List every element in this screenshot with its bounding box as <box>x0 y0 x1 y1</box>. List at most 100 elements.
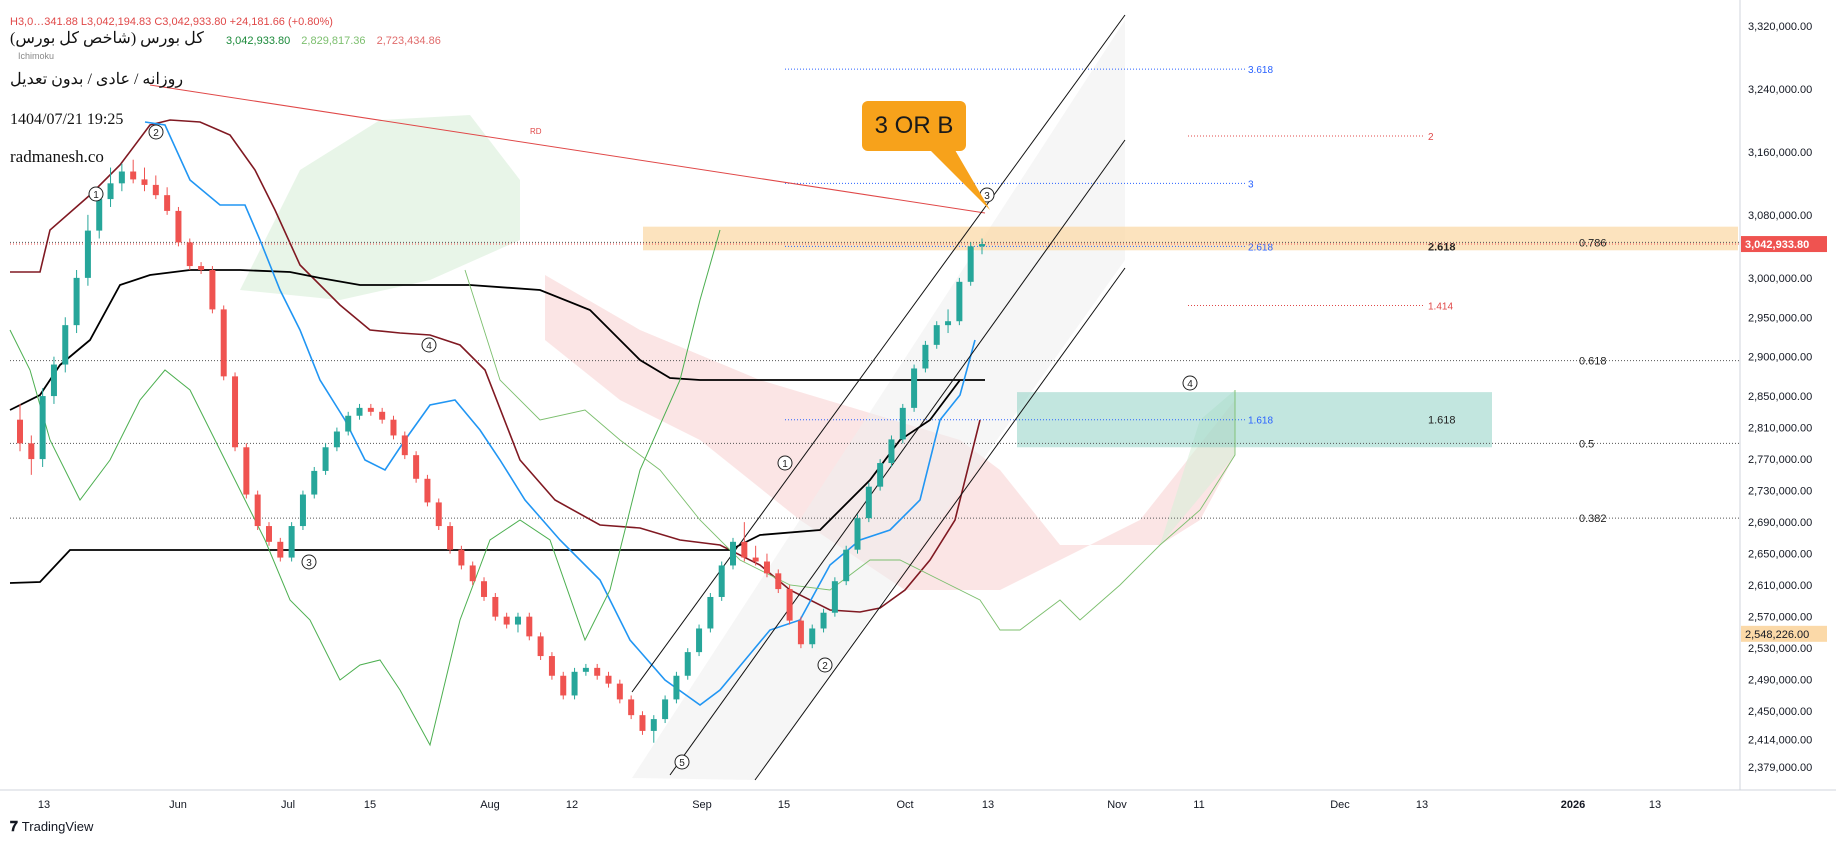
candle-body <box>560 675 567 696</box>
x-tick-label: 13 <box>1649 799 1661 811</box>
candle-body <box>62 325 69 365</box>
candle-body <box>390 419 397 436</box>
candle-body <box>96 199 103 231</box>
wave-label-circle <box>1182 375 1198 391</box>
chart-title: کل بورس (شاخص کل بورس) <box>10 30 204 47</box>
candle-body <box>877 463 884 487</box>
x-tick-label: Nov <box>1107 799 1127 811</box>
candle-body <box>718 565 725 597</box>
candle-body <box>50 364 57 397</box>
candle-body <box>277 541 284 558</box>
candle-body <box>899 407 906 440</box>
candle-body <box>322 447 329 471</box>
callout-3-or-b: 3 OR B <box>862 101 966 151</box>
candle-body <box>186 242 193 267</box>
chikou-base-line <box>9 269 985 411</box>
wave-label-circle <box>88 186 104 202</box>
secondary-label-box <box>1741 625 1827 642</box>
fib-level-label: 0.5 <box>1579 438 1594 450</box>
candle-body <box>379 411 386 420</box>
candle-body <box>333 431 340 448</box>
wave-label-text: 2 <box>822 661 828 672</box>
candle-body <box>571 671 578 696</box>
tradingview-footer[interactable]: 𝟕 TradingView <box>10 818 93 835</box>
candle-body <box>299 494 306 527</box>
candle-body <box>673 675 680 700</box>
y-tick-label: 2,810,000.00 <box>1748 423 1812 435</box>
y-tick-label: 2,610,000.00 <box>1748 580 1812 592</box>
x-tick-label: Oct <box>896 799 913 811</box>
wave-label-text: 1 <box>93 190 99 201</box>
candle-body <box>809 628 816 645</box>
extension-level-label: 1.618 <box>1248 416 1273 427</box>
extension-level-label: 3.618 <box>1248 65 1273 76</box>
y-tick-label: 2,950,000.00 <box>1748 312 1812 324</box>
candle-body <box>797 620 804 645</box>
candle-body <box>503 616 510 625</box>
rd-trendline <box>149 84 986 214</box>
x-tick-label: 15 <box>778 799 790 811</box>
candle-body <box>107 183 114 200</box>
candle-body <box>164 195 171 211</box>
candle-body <box>220 309 227 377</box>
wave-label-text: 4 <box>426 341 432 352</box>
fib-level-label: 0.618 <box>1579 356 1607 368</box>
y-tick-label: 2,900,000.00 <box>1748 352 1812 364</box>
indicator-value-1: 3,042,933.80 <box>226 35 291 47</box>
candle-body <box>843 549 850 582</box>
x-tick-label: 13 <box>982 799 994 811</box>
wave-label-circle <box>421 337 437 353</box>
candle-body <box>616 683 623 700</box>
candle-body <box>311 470 318 495</box>
candle-body <box>639 715 646 731</box>
candle-body <box>628 699 635 716</box>
wave-label-text: 1 <box>782 459 788 470</box>
wave-label-circle <box>148 124 164 140</box>
candle-body <box>84 230 91 278</box>
indicator-value-3: 2,723,434.86 <box>376 35 441 47</box>
indicator-value-2: 2,829,817.36 <box>301 35 366 47</box>
candle-body <box>492 596 499 617</box>
candle-body <box>911 368 918 408</box>
cloud-base-line <box>9 379 961 584</box>
candle-body <box>922 344 929 369</box>
y-tick-label: 3,080,000.00 <box>1748 210 1812 222</box>
candle-body <box>28 443 35 460</box>
x-tick-label: 13 <box>38 799 50 811</box>
ohlc-readout: H3,0…341.88 L3,042,194.83 C3,042,933.80 … <box>10 16 333 28</box>
candle-body <box>175 210 182 243</box>
candle-body <box>820 612 827 629</box>
extension-level-label: 1.414 <box>1428 301 1453 312</box>
candle-body <box>537 636 544 657</box>
price-label-text: 3,042,933.80 <box>1745 239 1809 251</box>
candle-body <box>198 266 205 270</box>
candle-body <box>967 246 974 282</box>
y-tick-label: 2,450,000.00 <box>1748 706 1812 718</box>
y-tick-label: 2,690,000.00 <box>1748 517 1812 529</box>
x-tick-label: Aug <box>480 799 500 811</box>
wave-label-text: 2 <box>153 128 159 139</box>
wave-label-circle <box>674 754 690 770</box>
y-tick-label: 2,379,000.00 <box>1748 762 1812 774</box>
candle-body <box>582 667 589 672</box>
channel-shade <box>632 20 1125 780</box>
tradingview-brand: TradingView <box>21 819 94 834</box>
candle-body <box>130 171 137 180</box>
y-tick-label: 2,650,000.00 <box>1748 549 1812 561</box>
channel-middle-line <box>669 139 1126 776</box>
senkou-a-line <box>9 229 721 747</box>
fib-level-label: 0.382 <box>1579 513 1607 525</box>
candle-body <box>424 478 431 503</box>
candle-body <box>956 281 963 322</box>
candle-body <box>118 171 125 184</box>
y-tick-label: 2,730,000.00 <box>1748 486 1812 498</box>
fib-level-label: 0.786 <box>1579 237 1607 249</box>
candle-body <box>548 656 555 676</box>
x-tick-label: 2026 <box>1561 799 1585 811</box>
candle-body <box>786 589 793 621</box>
candle-body <box>752 557 759 562</box>
candle-body <box>831 581 838 613</box>
candle-body <box>763 561 770 574</box>
extension-level-label: 2 <box>1428 132 1434 143</box>
